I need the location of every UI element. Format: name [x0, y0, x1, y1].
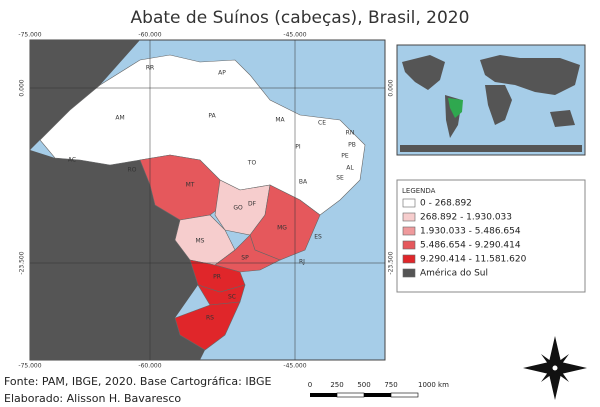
state-label: AM — [115, 115, 124, 122]
title: Abate de Suínos (cabeças), Brasil, 2020 — [131, 8, 470, 28]
inset-land — [400, 145, 582, 152]
scale-seg — [310, 393, 337, 397]
state-label: PB — [348, 142, 356, 149]
scale-label: 1000 km — [418, 381, 449, 389]
inset-world — [400, 55, 582, 152]
scale-seg — [390, 392, 419, 398]
state-label: PE — [341, 153, 349, 160]
legend-box — [396, 179, 586, 293]
legend-label: 0 - 268.892 — [420, 199, 472, 209]
state-label: SP — [241, 255, 249, 262]
legend-label: 5.486.654 - 9.290.414 — [420, 241, 521, 251]
coord-label: -75.000 — [18, 32, 41, 39]
state-label: DF — [248, 201, 257, 208]
state-label: RR — [146, 65, 154, 72]
scale-label: 250 — [330, 381, 343, 389]
state-label: PI — [295, 144, 301, 151]
state-label: AL — [346, 165, 354, 172]
coord-label: -75.000 — [18, 363, 41, 370]
legend-label: 268.892 - 1.930.033 — [420, 213, 512, 223]
state-rs — [174, 301, 241, 351]
state-label: GO — [233, 205, 243, 212]
scale-label: 750 — [384, 381, 397, 389]
state-label: RO — [128, 167, 137, 174]
state-label: RN — [346, 130, 355, 137]
state-label: RJ — [299, 259, 305, 266]
legend-title: LEGENDA — [402, 187, 436, 195]
source: Fonte: PAM, IBGE, 2020. Base Cartográfic… — [4, 375, 271, 388]
inset-land — [480, 55, 580, 95]
coord-label: -60.000 — [138, 363, 161, 370]
author: Elaborado: Alisson H. Bavaresco — [4, 392, 181, 405]
state-label: MT — [186, 182, 195, 189]
state-sc — [197, 284, 246, 306]
inset-land — [402, 55, 445, 90]
scale-labels: 0 250 500 750 1000 km — [308, 381, 449, 389]
state-label: TO — [247, 160, 257, 167]
inset-brazil — [448, 98, 463, 118]
legend-swatch — [402, 212, 416, 222]
coord-label: 0.000 — [388, 79, 395, 96]
legend-label: 1.930.033 - 5.486.654 — [420, 227, 521, 237]
coord-label: -23.500 — [19, 251, 26, 274]
state-label: MS — [196, 238, 205, 245]
state-label: SE — [336, 175, 344, 182]
graticule — [30, 40, 385, 360]
legend-swatch — [402, 254, 416, 264]
legend-label: América do Sul — [420, 268, 488, 279]
legend-swatch — [402, 198, 416, 208]
legend-swatch — [402, 240, 416, 250]
brazil — [39, 54, 366, 351]
scale-seg — [364, 393, 391, 397]
legend-swatch — [402, 226, 416, 236]
coord-label: 0.000 — [19, 79, 26, 96]
south-america — [30, 150, 205, 360]
state-label: BA — [299, 179, 308, 186]
state-label: MA — [275, 117, 285, 124]
compass-center — [552, 365, 558, 371]
state-label: RS — [206, 315, 214, 322]
legend-label: 9.290.414 - 11.581.620 — [420, 255, 527, 265]
state-label: PR — [213, 274, 221, 281]
state-label: ES — [314, 234, 322, 241]
coord-label: -45.000 — [283, 32, 306, 39]
state-label: MG — [277, 225, 287, 232]
state-label: SC — [228, 294, 236, 301]
coord-label: -45.000 — [283, 363, 306, 370]
scale-label: 500 — [357, 381, 370, 389]
inset-land — [485, 85, 512, 125]
inset-land — [550, 110, 575, 127]
state-label: AP — [218, 70, 226, 77]
legend-swatch — [402, 268, 416, 278]
coord-label: -23.500 — [388, 251, 395, 274]
scale-bar — [310, 392, 419, 398]
coord-label: -60.000 — [138, 32, 161, 39]
compass — [523, 336, 587, 400]
scale-label: 0 — [308, 381, 312, 389]
legend-items: 0 - 268.892 268.892 - 1.930.033 1.930.033 … — [402, 198, 527, 279]
state-label: CE — [318, 120, 326, 127]
state-label: AC — [68, 157, 76, 164]
scale-seg — [336, 392, 365, 398]
state-label: PA — [208, 113, 216, 120]
